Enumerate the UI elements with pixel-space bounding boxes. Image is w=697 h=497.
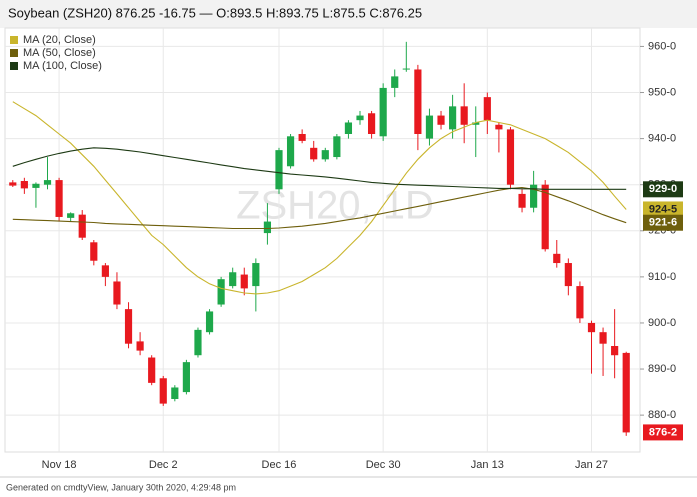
x-tick-label: Nov 18 xyxy=(42,459,77,471)
candle-body xyxy=(460,106,468,125)
header-bar xyxy=(0,0,697,28)
candle-body xyxy=(159,378,167,404)
candle-body xyxy=(43,180,52,185)
y-tick-label: 890-0 xyxy=(648,363,676,375)
y-tick-label: 950-0 xyxy=(648,86,676,98)
candle-body xyxy=(611,346,619,356)
candle-body xyxy=(67,213,75,218)
candle-body xyxy=(391,76,399,88)
candle-body xyxy=(113,281,121,305)
candle-body xyxy=(541,184,549,250)
candle-body xyxy=(124,309,133,344)
candle-body xyxy=(217,279,225,305)
candle-body xyxy=(32,183,40,188)
candle-body xyxy=(275,150,283,190)
candle-body xyxy=(333,136,341,158)
last-value-box xyxy=(643,214,683,231)
candle-body xyxy=(240,274,248,289)
candle-body xyxy=(576,286,584,319)
candle-body xyxy=(310,147,318,160)
ma-line xyxy=(12,101,627,295)
candle-body xyxy=(449,106,457,130)
candle-body xyxy=(553,253,561,264)
candle-body xyxy=(9,182,17,186)
legend-label: MA (20, Close) xyxy=(23,34,96,46)
candle-body xyxy=(367,113,376,134)
candle-body xyxy=(379,87,387,137)
chart-title: Soybean (ZSH20) 876.25 -16.75 — O:893.5 … xyxy=(8,5,422,20)
candle-body xyxy=(599,332,607,344)
candle-body xyxy=(148,357,156,383)
last-value-label: 876-2 xyxy=(649,426,677,438)
candle-body xyxy=(402,68,410,70)
legend-label: MA (100, Close) xyxy=(23,60,102,72)
y-tick-label: 900-0 xyxy=(648,317,676,329)
x-tick-label: Jan 27 xyxy=(575,459,608,471)
last-value-box xyxy=(643,201,683,218)
legend-swatch xyxy=(10,49,18,57)
candle-body xyxy=(414,69,422,134)
candle-body xyxy=(136,341,144,351)
y-tick-label: 910-0 xyxy=(648,271,676,283)
candle-body xyxy=(286,136,295,167)
legend-label: MA (50, Close) xyxy=(23,47,96,59)
candle-body xyxy=(622,352,630,433)
ma-line xyxy=(12,186,627,230)
candle-body xyxy=(298,134,306,141)
legend-swatch xyxy=(10,62,18,70)
watermark: ZSH20, 1D xyxy=(236,184,434,228)
last-value-label: 924-5 xyxy=(649,203,677,215)
candle-body xyxy=(587,322,596,333)
candle-body xyxy=(90,242,98,261)
ma-line xyxy=(12,147,627,190)
last-value-label: 921-6 xyxy=(649,217,677,229)
candle-body xyxy=(483,97,491,121)
plot-frame xyxy=(4,27,641,453)
candle-body xyxy=(252,263,260,287)
candle-body xyxy=(182,362,190,393)
candle-body xyxy=(55,180,63,217)
candle-body xyxy=(229,272,237,287)
last-value-box xyxy=(643,424,683,441)
candle-body xyxy=(530,184,538,208)
candle-body xyxy=(321,150,329,160)
candle-body xyxy=(506,129,515,185)
candle-body xyxy=(437,115,445,125)
candle-body xyxy=(20,181,28,189)
last-value-label: 929-0 xyxy=(649,183,677,195)
candle-body xyxy=(425,115,434,139)
candle-body xyxy=(564,263,572,287)
candle-body xyxy=(194,329,202,356)
candle-body xyxy=(472,122,480,125)
x-tick-label: Dec 30 xyxy=(366,459,401,471)
candle-body xyxy=(344,122,353,134)
candle-body xyxy=(518,193,526,208)
candle-body xyxy=(78,214,86,238)
candle-body xyxy=(205,311,214,333)
candle-body xyxy=(171,387,179,399)
last-value-box xyxy=(643,181,683,198)
x-tick-label: Dec 2 xyxy=(149,459,178,471)
x-tick-label: Dec 16 xyxy=(262,459,297,471)
candle-body xyxy=(101,265,109,277)
candle-body xyxy=(263,221,272,234)
footer: Generated on cmdtyView, January 30th 202… xyxy=(6,482,236,492)
legend-swatch xyxy=(10,36,18,44)
candle-body xyxy=(495,124,503,130)
y-tick-label: 940-0 xyxy=(648,133,676,145)
y-tick-label: 960-0 xyxy=(648,40,676,52)
candle-body xyxy=(356,115,364,121)
x-tick-label: Jan 13 xyxy=(471,459,504,471)
y-tick-label: 880-0 xyxy=(648,409,676,421)
